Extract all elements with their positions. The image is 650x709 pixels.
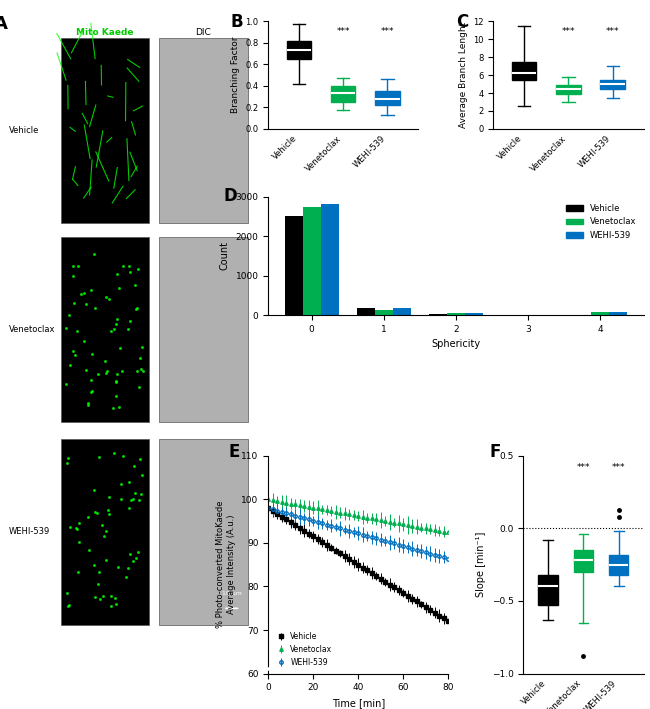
Text: DIC: DIC bbox=[196, 28, 211, 37]
FancyBboxPatch shape bbox=[60, 439, 150, 625]
Bar bbox=[320, 204, 339, 316]
FancyBboxPatch shape bbox=[159, 237, 248, 423]
Bar bbox=[429, 314, 447, 316]
X-axis label: Sphericity: Sphericity bbox=[432, 340, 480, 350]
Text: Vehicle: Vehicle bbox=[9, 126, 40, 135]
Bar bbox=[285, 216, 302, 316]
Text: Venetoclax: Venetoclax bbox=[9, 325, 55, 334]
Bar bbox=[374, 311, 393, 316]
PathPatch shape bbox=[574, 550, 593, 572]
Text: C: C bbox=[456, 13, 468, 30]
PathPatch shape bbox=[332, 86, 356, 102]
Text: Mito Kaede: Mito Kaede bbox=[76, 28, 134, 37]
Text: WEHI-539: WEHI-539 bbox=[9, 527, 50, 536]
Text: ***: *** bbox=[606, 27, 619, 35]
Text: B: B bbox=[231, 13, 243, 30]
FancyBboxPatch shape bbox=[60, 237, 150, 423]
Bar bbox=[302, 206, 320, 316]
PathPatch shape bbox=[538, 575, 558, 605]
Bar bbox=[357, 308, 374, 316]
Legend: Vehicle, Venetoclax, WEHI-539: Vehicle, Venetoclax, WEHI-539 bbox=[272, 629, 335, 670]
FancyBboxPatch shape bbox=[60, 38, 150, 223]
Text: ***: *** bbox=[562, 27, 575, 35]
Y-axis label: Average Branch Lenght: Average Branch Lenght bbox=[459, 22, 467, 128]
Text: 10 μm: 10 μm bbox=[222, 591, 242, 596]
Y-axis label: Branching Factor: Branching Factor bbox=[231, 37, 240, 113]
PathPatch shape bbox=[609, 554, 629, 575]
FancyBboxPatch shape bbox=[159, 439, 248, 625]
Text: A: A bbox=[0, 15, 8, 33]
Bar bbox=[465, 313, 483, 316]
Bar bbox=[393, 308, 411, 316]
FancyBboxPatch shape bbox=[159, 38, 248, 223]
Text: F: F bbox=[490, 443, 501, 461]
Text: ***: *** bbox=[577, 463, 590, 472]
X-axis label: Time [min]: Time [min] bbox=[332, 698, 385, 708]
Bar bbox=[609, 312, 627, 316]
PathPatch shape bbox=[556, 85, 580, 94]
Y-axis label: % Photo-converted MitoKaede
Average Intensity (A.u.): % Photo-converted MitoKaede Average Inte… bbox=[216, 501, 236, 628]
Text: ***: *** bbox=[337, 27, 350, 35]
Bar bbox=[447, 313, 465, 316]
Text: D: D bbox=[223, 187, 237, 206]
Legend: Vehicle, Venetoclax, WEHI-539: Vehicle, Venetoclax, WEHI-539 bbox=[563, 201, 640, 243]
Text: E: E bbox=[229, 443, 240, 461]
Bar bbox=[592, 312, 609, 316]
PathPatch shape bbox=[375, 91, 400, 105]
Y-axis label: Slope [min⁻¹]: Slope [min⁻¹] bbox=[476, 532, 486, 598]
Text: ***: *** bbox=[612, 463, 625, 472]
PathPatch shape bbox=[287, 40, 311, 59]
Text: ***: *** bbox=[381, 27, 394, 35]
Y-axis label: Count: Count bbox=[220, 242, 230, 270]
PathPatch shape bbox=[601, 79, 625, 89]
PathPatch shape bbox=[512, 62, 536, 79]
